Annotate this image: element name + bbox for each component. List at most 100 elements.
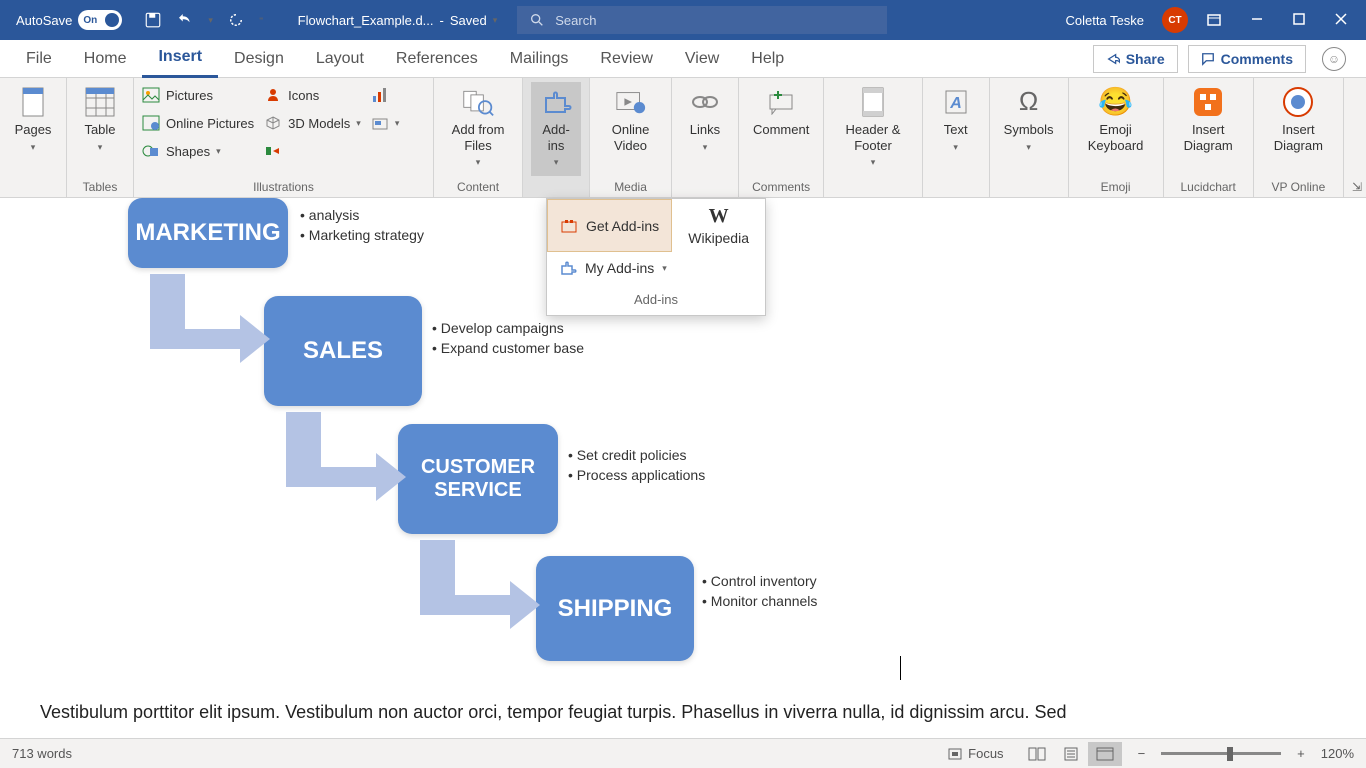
links-label: Links	[690, 122, 720, 138]
tab-file[interactable]: File	[10, 40, 68, 78]
feedback-icon[interactable]: ☺	[1322, 47, 1346, 71]
flowchart-arrow	[150, 274, 280, 369]
lucidchart-icon	[1192, 86, 1224, 118]
user-name[interactable]: Coletta Teske	[1065, 13, 1144, 28]
wikipedia-label: Wikipedia	[688, 230, 749, 246]
group-comments: Comment Comments	[739, 78, 824, 197]
chevron-down-icon: ▾	[31, 142, 36, 153]
online-video-button[interactable]: Online Video	[598, 82, 663, 176]
ribbon-display-icon[interactable]	[1206, 12, 1222, 28]
group-label-media: Media	[598, 177, 663, 197]
tab-design[interactable]: Design	[218, 40, 300, 78]
group-text: A Text▾	[923, 78, 990, 197]
flowchart-node[interactable]: MARKETING	[128, 198, 288, 268]
undo-icon[interactable]	[176, 11, 194, 29]
emoji-keyboard-button[interactable]: 😂 Emoji Keyboard	[1077, 82, 1155, 176]
collapse-ribbon-icon[interactable]: ⇲	[1352, 177, 1362, 197]
smartart-button[interactable]	[264, 138, 361, 164]
links-button[interactable]: Links ▾	[680, 82, 730, 176]
share-button[interactable]: Share	[1093, 45, 1178, 73]
text-icon: A	[940, 86, 972, 118]
tab-home[interactable]: Home	[68, 40, 143, 78]
tab-review[interactable]: Review	[584, 40, 668, 78]
tab-insert[interactable]: Insert	[142, 40, 218, 78]
text-button[interactable]: A Text▾	[931, 82, 981, 176]
add-from-files-button[interactable]: Add from Files▾	[442, 82, 514, 176]
illustrations-col1: Pictures Online Pictures Shapes▾	[142, 82, 254, 164]
focus-button[interactable]: Focus	[947, 746, 1003, 761]
group-illustrations: Pictures Online Pictures Shapes▾ Icons 3…	[134, 78, 434, 197]
redo-icon[interactable]	[227, 11, 245, 29]
icons-button[interactable]: Icons	[264, 82, 361, 108]
window-buttons	[1206, 12, 1348, 28]
autosave-label: AutoSave	[16, 13, 72, 28]
print-layout-icon[interactable]	[1054, 742, 1088, 766]
zoom-out-icon[interactable]: −	[1138, 746, 1146, 761]
online-pictures-button[interactable]: Online Pictures	[142, 110, 254, 136]
my-addins-button[interactable]: My Add-ins ▾	[547, 252, 679, 284]
flowchart-arrow	[420, 540, 550, 635]
vponline-button[interactable]: Insert Diagram	[1262, 82, 1335, 176]
comments-button[interactable]: Comments	[1188, 45, 1306, 73]
zoom-slider[interactable]	[1161, 752, 1281, 755]
wikipedia-addin-button[interactable]: W Wikipedia	[672, 199, 765, 252]
chevron-down-icon: ▾	[554, 157, 559, 168]
my-addins-icon	[559, 260, 577, 276]
emoji-icon: 😂	[1100, 86, 1132, 118]
avatar[interactable]: CT	[1162, 7, 1188, 33]
search-box[interactable]: Search	[517, 6, 887, 34]
pages-label: Pages	[15, 122, 52, 138]
tab-layout[interactable]: Layout	[300, 40, 380, 78]
chart-button[interactable]	[371, 82, 400, 108]
header-footer-icon	[857, 86, 889, 118]
header-footer-button[interactable]: Header & Footer▾	[832, 82, 913, 176]
pages-button[interactable]: Pages ▾	[8, 82, 58, 176]
ribbon: Pages ▾ Table▾ Tables Pictures Online Pic…	[0, 78, 1366, 198]
shapes-button[interactable]: Shapes▾	[142, 138, 254, 164]
title-right: Coletta Teske CT	[1065, 7, 1366, 33]
screenshot-button[interactable]: ▾	[371, 110, 400, 136]
doc-dropdown-icon[interactable]: ▾	[493, 15, 498, 26]
online-pictures-icon	[142, 115, 160, 131]
illustrations-col3: ▾	[371, 82, 400, 136]
addins-button[interactable]: Add-ins▾	[531, 82, 581, 176]
tab-help[interactable]: Help	[735, 40, 800, 78]
word-count[interactable]: 713 words	[12, 746, 72, 761]
tab-references[interactable]: References	[380, 40, 494, 78]
read-mode-icon[interactable]	[1020, 742, 1054, 766]
table-button[interactable]: Table▾	[75, 82, 125, 176]
table-icon	[84, 86, 116, 118]
comment-button[interactable]: Comment	[747, 82, 815, 176]
comments-icon	[1201, 52, 1215, 66]
undo-chevron-icon[interactable]: ▾	[208, 15, 213, 26]
flowchart-node[interactable]: SALES	[264, 296, 422, 406]
web-layout-icon[interactable]	[1088, 742, 1122, 766]
group-tables: Table▾ Tables	[67, 78, 134, 197]
qa-customize-icon[interactable]: ⁼	[259, 15, 264, 26]
status-right: Focus − + 120%	[947, 742, 1354, 766]
flowchart-node[interactable]: SHIPPING	[536, 556, 694, 661]
symbols-button[interactable]: Ω Symbols▾	[998, 82, 1060, 176]
flowchart-bullets: Control inventoryMonitor channels	[702, 572, 817, 611]
autosave-toggle[interactable]: On	[78, 10, 122, 30]
chevron-down-icon: ▾	[703, 142, 708, 153]
add-from-files-label: Add from Files	[448, 122, 508, 153]
lucidchart-button[interactable]: Insert Diagram	[1172, 82, 1245, 176]
flowchart-node[interactable]: CUSTOMER SERVICE	[398, 424, 558, 534]
tabs-right: Share Comments ☺	[1093, 45, 1356, 73]
3d-models-label: 3D Models	[288, 116, 350, 131]
zoom-level[interactable]: 120%	[1321, 746, 1354, 761]
3d-models-button[interactable]: 3D Models▾	[264, 110, 361, 136]
tab-view[interactable]: View	[669, 40, 735, 78]
pictures-button[interactable]: Pictures	[142, 82, 254, 108]
close-icon[interactable]	[1334, 12, 1348, 28]
get-addins-button[interactable]: Get Add-ins	[547, 199, 672, 252]
minimize-icon[interactable]	[1250, 12, 1264, 28]
maximize-icon[interactable]	[1292, 12, 1306, 28]
illustrations-col2: Icons 3D Models▾	[264, 82, 361, 164]
comment-icon	[765, 86, 797, 118]
search-placeholder: Search	[555, 13, 596, 28]
zoom-in-icon[interactable]: +	[1297, 746, 1305, 761]
tab-mailings[interactable]: Mailings	[494, 40, 585, 78]
save-icon[interactable]	[144, 11, 162, 29]
